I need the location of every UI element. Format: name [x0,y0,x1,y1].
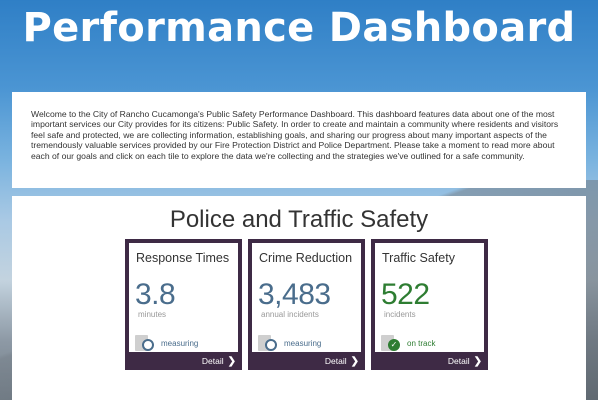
on-track-check-icon: ✓ [381,335,403,351]
tile-value: 3,483 [258,278,331,311]
detail-label: Detail [201,356,224,366]
tile-title: Response Times [136,251,230,265]
tile-value: 3.8 [135,278,176,311]
tile-status: measuring [258,333,321,353]
status-label: measuring [161,338,199,348]
tile-status: measuring [135,333,198,353]
status-label: measuring [284,338,322,348]
detail-label: Detail [324,356,347,366]
tile-crime-reduction[interactable]: Crime Reduction 3,483 annual incidents m… [248,239,365,370]
page-header: Performance Dashboard [0,0,598,70]
page-title: Performance Dashboard [22,5,576,51]
tile-unit: minutes [138,310,167,319]
detail-button[interactable]: Detail ❯ [371,352,488,370]
chevron-right-icon: ❯ [473,356,482,367]
chevron-right-icon: ❯ [227,356,236,367]
tile-value: 522 [381,278,430,311]
measuring-icon [135,335,157,351]
tile-title: Traffic Safety [382,251,455,265]
tile-response-times[interactable]: Response Times 3.8 minutes measuring Det… [125,239,242,370]
detail-label: Detail [447,356,470,366]
intro-panel: Welcome to the City of Rancho Cucamonga'… [12,92,586,188]
tile-status: ✓ on track [381,333,435,353]
detail-button[interactable]: Detail ❯ [125,352,242,370]
tile-title: Crime Reduction [259,251,353,265]
status-label: on track [407,338,436,348]
section-title: Police and Traffic Safety [169,206,429,233]
chevron-right-icon: ❯ [350,356,359,367]
detail-button[interactable]: Detail ❯ [248,352,365,370]
tile-unit: annual incidents [261,310,319,319]
tile-traffic-safety[interactable]: Traffic Safety 522 incidents ✓ on track … [371,239,488,370]
intro-text: Welcome to the City of Rancho Cucamonga'… [31,109,559,161]
tile-unit: incidents [384,310,416,319]
measuring-icon [258,335,280,351]
